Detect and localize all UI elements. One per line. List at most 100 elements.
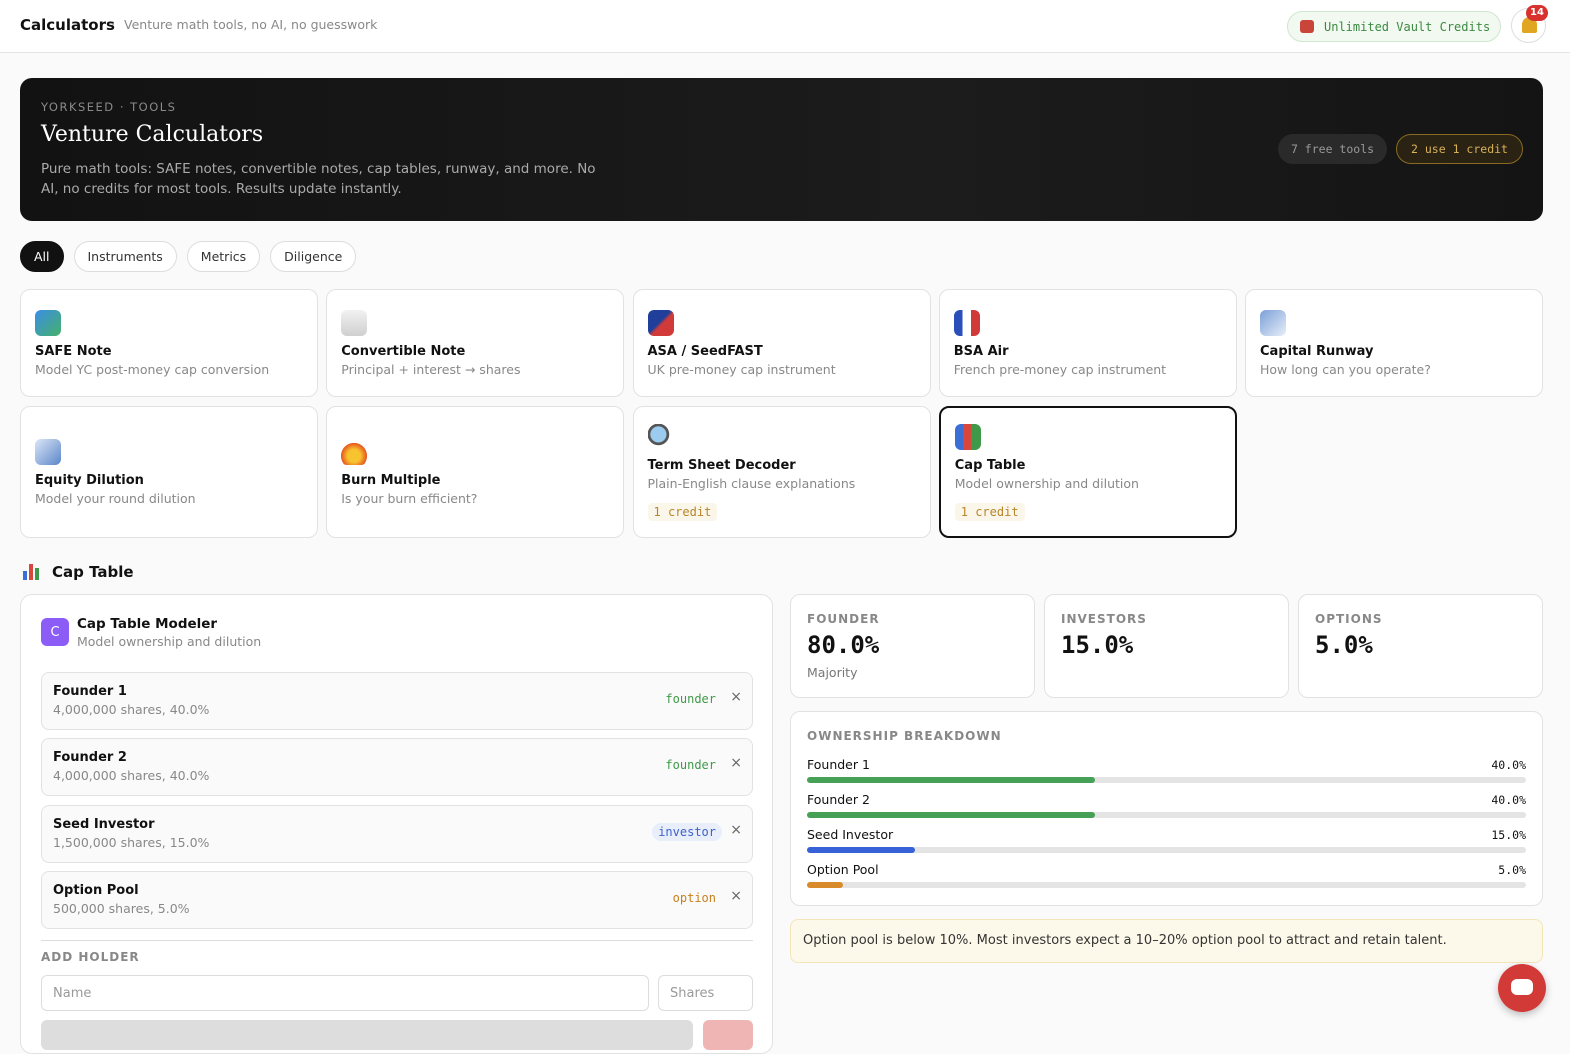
tool-card[interactable]: Convertible Note Principal + interest → s… bbox=[326, 289, 625, 397]
holder-role: option bbox=[672, 890, 716, 905]
breakdown-label: 40.0% bbox=[1491, 793, 1526, 807]
breakdown-name: Seed Investor bbox=[807, 827, 894, 842]
shares-input[interactable]: Shares bbox=[658, 975, 753, 1011]
tool-icon bbox=[647, 423, 674, 450]
tool-description: Model your round dilution bbox=[35, 490, 196, 506]
avatar: C bbox=[41, 618, 69, 646]
breakdown-track bbox=[807, 882, 1526, 888]
credits-text: Unlimited Vault Credits bbox=[1324, 19, 1491, 34]
tool-description: Principal + interest → shares bbox=[341, 361, 521, 377]
holder-row: Option Pool 500,000 shares, 5.0% option × bbox=[41, 870, 753, 929]
remove-button[interactable]: × bbox=[730, 821, 742, 838]
tool-card[interactable]: Capital Runway How long can you operate? bbox=[1245, 289, 1543, 397]
holder-role: investor bbox=[652, 822, 722, 841]
filter-pill[interactable]: Instruments bbox=[73, 241, 177, 272]
stat-card: OPTIONS 5.0% bbox=[1298, 594, 1543, 698]
chat-button[interactable] bbox=[1498, 964, 1546, 1012]
tool-card[interactable]: Burn Multiple Is your burn efficient? bbox=[326, 406, 625, 538]
section-icon bbox=[23, 564, 39, 580]
add-holder-heading: ADD HOLDER bbox=[41, 950, 140, 964]
tool-name: BSA Air bbox=[953, 343, 1009, 359]
remove-button[interactable]: × bbox=[730, 887, 742, 904]
breakdown-name: Founder 1 bbox=[807, 757, 870, 772]
tool-card[interactable]: Term Sheet Decoder Plain-English clause e… bbox=[632, 406, 931, 538]
tool-name: Cap Table bbox=[954, 457, 1026, 473]
filter-pill[interactable]: All bbox=[20, 241, 64, 272]
modeler-title: Cap Table Modeler bbox=[77, 616, 218, 632]
role-select[interactable] bbox=[41, 1020, 693, 1050]
tool-description: French pre-money cap instrument bbox=[953, 361, 1167, 377]
notification-badge: 14 bbox=[1526, 5, 1548, 21]
modeler-panel: C Cap Table Modeler Model ownership and … bbox=[20, 594, 773, 1054]
breakdown-name: Founder 2 bbox=[807, 792, 870, 807]
hero-title: Venture Calculators bbox=[41, 122, 264, 147]
top-bar: Calculators . Venture math tools, no AI,… bbox=[0, 0, 1570, 53]
holder-name: Founder 2 bbox=[53, 750, 127, 766]
stat-label: INVESTORS bbox=[1061, 612, 1147, 626]
name-input[interactable]: Name bbox=[41, 975, 649, 1011]
hero-description: Pure math tools: SAFE notes, convertible… bbox=[41, 161, 596, 197]
tool-description: UK pre-money cap instrument bbox=[647, 361, 836, 377]
hero: YORKSEED · TOOLS Venture Calculators Pur… bbox=[20, 78, 1543, 221]
credits-pill[interactable]: Unlimited Vault Credits bbox=[1287, 11, 1501, 42]
eyebrow: YORKSEED · TOOLS bbox=[41, 100, 177, 114]
add-button[interactable] bbox=[703, 1020, 753, 1050]
holder-name: Option Pool bbox=[53, 882, 139, 898]
hero-badge: 2 use 1 credit bbox=[1396, 134, 1523, 164]
breakdown-track bbox=[807, 777, 1526, 783]
stat-note: Majority bbox=[807, 665, 858, 680]
divider bbox=[41, 940, 753, 941]
tool-icon bbox=[341, 309, 368, 336]
tool-card[interactable]: SAFE Note Model YC post-money cap convers… bbox=[20, 289, 318, 397]
tool-card[interactable]: BSA Air French pre-money cap instrument bbox=[938, 289, 1237, 397]
tool-description: Model ownership and dilution bbox=[954, 475, 1139, 491]
breakdown-bar bbox=[807, 847, 915, 853]
remove-button[interactable]: × bbox=[730, 755, 742, 772]
holder-row: Founder 1 4,000,000 shares, 40.0% founder × bbox=[41, 672, 753, 730]
tool-card[interactable]: Cap Table Model ownership and dilution 1 c… bbox=[938, 406, 1237, 538]
holder-details: 500,000 shares, 5.0% bbox=[53, 900, 190, 916]
stat-label: FOUNDER bbox=[807, 612, 880, 626]
breakdown-title: OWNERSHIP BREAKDOWN bbox=[807, 729, 1002, 743]
stat-value: 5.0% bbox=[1315, 631, 1373, 659]
tool-name: Burn Multiple bbox=[341, 472, 441, 488]
tool-card[interactable]: Equity Dilution Model your round dilution bbox=[20, 406, 318, 538]
breakdown-name: Option Pool bbox=[807, 862, 879, 877]
breakdown-track bbox=[807, 812, 1526, 818]
tool-description: Model YC post-money cap conversion bbox=[35, 361, 270, 377]
tool-icon bbox=[647, 309, 674, 336]
remove-button[interactable]: × bbox=[730, 689, 742, 705]
holder-details: 4,000,000 shares, 40.0% bbox=[53, 768, 210, 784]
holder-details: 1,500,000 shares, 15.0% bbox=[53, 834, 210, 850]
tool-description: How long can you operate? bbox=[1260, 361, 1431, 377]
tool-icon bbox=[953, 309, 980, 336]
filter-pill[interactable]: Diligence bbox=[270, 241, 357, 272]
chat-icon bbox=[1511, 979, 1533, 995]
credits-icon bbox=[1300, 20, 1314, 33]
breakdown-label: 5.0% bbox=[1498, 863, 1526, 877]
section-title: Cap Table bbox=[52, 563, 134, 581]
tool-name: Convertible Note bbox=[341, 343, 466, 359]
filter-bar: All Instruments Metrics Diligence bbox=[20, 241, 357, 272]
app-title: Calculators bbox=[20, 16, 115, 34]
breakdown-label: 15.0% bbox=[1491, 828, 1526, 842]
holder-row: Founder 2 4,000,000 shares, 40.0% founder × bbox=[41, 738, 753, 797]
tool-grid: SAFE Note Model YC post-money cap convers… bbox=[20, 289, 1543, 538]
breakdown-bar bbox=[807, 777, 1095, 783]
tool-name: Term Sheet Decoder bbox=[647, 457, 796, 473]
tool-icon bbox=[35, 438, 61, 465]
filter-pill[interactable]: Metrics bbox=[186, 241, 261, 272]
breakdown-track bbox=[807, 847, 1526, 853]
holder-name: Founder 1 bbox=[53, 684, 127, 699]
stat-label: OPTIONS bbox=[1315, 612, 1383, 626]
app-subtitle: Venture math tools, no AI, no guesswork bbox=[124, 17, 378, 32]
stat-value: 80.0% bbox=[807, 631, 880, 659]
notice: Option pool is below 10%. Most investors… bbox=[790, 919, 1543, 963]
tool-name: SAFE Note bbox=[35, 343, 112, 359]
stat-value: 15.0% bbox=[1061, 631, 1134, 659]
stat-card: FOUNDER 80.0% Majority bbox=[790, 594, 1035, 698]
tool-card[interactable]: ASA / SeedFAST UK pre-money cap instrumen… bbox=[632, 289, 931, 397]
tool-icon bbox=[1260, 309, 1286, 336]
